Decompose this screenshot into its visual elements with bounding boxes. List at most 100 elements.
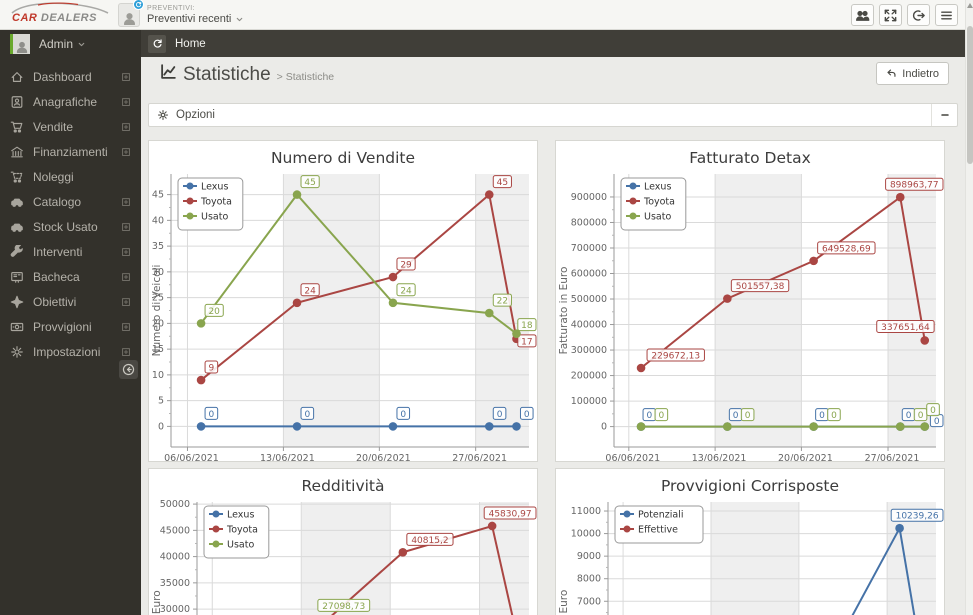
chart-legend[interactable]: Lexus Toyota Usato: [620, 177, 687, 231]
sidebar-item-interventi[interactable]: Interventi: [0, 239, 141, 264]
plus-box-icon: [122, 147, 130, 156]
svg-text:10: 10: [152, 370, 164, 381]
svg-text:0: 0: [209, 410, 215, 420]
svg-text:0: 0: [906, 411, 912, 421]
sidebar-item-impostazioni[interactable]: Impostazioni: [0, 339, 141, 364]
data-point[interactable]: [895, 523, 904, 533]
car-icon: [11, 223, 23, 232]
svg-text:45: 45: [497, 178, 508, 188]
svg-text:Fatturato in Euro: Fatturato in Euro: [558, 267, 570, 355]
svg-text:10000: 10000: [571, 529, 601, 540]
data-point[interactable]: [398, 548, 408, 557]
chart-legend[interactable]: Lexus Toyota Usato: [177, 177, 244, 231]
svg-text:24: 24: [400, 286, 412, 296]
data-point[interactable]: [484, 190, 494, 199]
menu-button[interactable]: [935, 4, 958, 26]
preventivi-avatar[interactable]: [118, 0, 144, 27]
svg-text:Redditività in Euro: Redditività in Euro: [151, 590, 163, 615]
svg-text:0: 0: [733, 411, 739, 421]
data-point[interactable]: [723, 422, 732, 431]
data-point[interactable]: [809, 422, 818, 431]
data-point[interactable]: [920, 422, 930, 431]
options-panel-header[interactable]: Opzioni: [148, 103, 958, 127]
svg-text:0: 0: [400, 410, 406, 420]
data-point[interactable]: [895, 422, 905, 431]
data-point[interactable]: [809, 256, 818, 266]
plus-box-icon: [122, 197, 130, 206]
svg-text:0: 0: [934, 417, 940, 427]
data-point[interactable]: [895, 192, 905, 202]
sidebar-item-noleggi[interactable]: Noleggi: [0, 164, 141, 189]
logout-icon: [912, 9, 925, 21]
data-point[interactable]: [636, 422, 646, 431]
sidebar-item-dashboard[interactable]: Dashboard: [0, 64, 141, 89]
page-scrollbar[interactable]: [965, 0, 973, 615]
svg-text:Lexus: Lexus: [201, 182, 228, 193]
logout-button[interactable]: [907, 4, 930, 26]
sidebar-item-anagrafiche[interactable]: Anagrafiche: [0, 89, 141, 114]
data-point[interactable]: [292, 190, 302, 199]
svg-text:50000: 50000: [160, 499, 190, 510]
svg-text:8000: 8000: [577, 574, 601, 585]
svg-text:27/06/2021: 27/06/2021: [452, 453, 507, 461]
svg-text:0: 0: [601, 422, 607, 433]
chart-canvas: 0 5 10 15 20 25 30 35 40 45 06/06/2021 13/06/2021 20…: [151, 149, 537, 461]
svg-text:0: 0: [497, 410, 503, 420]
data-point[interactable]: [292, 422, 302, 431]
fullscreen-button[interactable]: [879, 4, 902, 26]
svg-text:Lexus: Lexus: [644, 182, 671, 193]
data-point[interactable]: [388, 298, 398, 308]
sidebar-item-provvigioni[interactable]: Provvigioni: [0, 314, 141, 339]
chart-legend[interactable]: Lexus Toyota Usato: [203, 505, 270, 559]
data-point[interactable]: [196, 375, 206, 385]
preventivi-dropdown[interactable]: Preventivi recenti: [147, 14, 244, 25]
svg-text:20/06/2021: 20/06/2021: [356, 453, 411, 461]
app-logo[interactable]: CAR DEALERS: [8, 1, 118, 29]
refresh-button[interactable]: [148, 34, 166, 53]
sidebar-collapse-button[interactable]: [119, 360, 138, 379]
data-point[interactable]: [196, 319, 206, 328]
gear-icon: [157, 109, 169, 121]
svg-text:Effettive: Effettive: [638, 525, 678, 536]
svg-text:45000: 45000: [160, 525, 190, 536]
sidebar-item-label: Provvigioni: [33, 319, 92, 334]
data-point[interactable]: [484, 308, 494, 318]
plus-box-icon: [122, 72, 130, 81]
svg-text:600000: 600000: [571, 269, 607, 280]
breadcrumb-home[interactable]: Home: [175, 37, 206, 50]
data-point[interactable]: [388, 272, 398, 282]
sidebar-item-catalogo[interactable]: Catalogo: [0, 189, 141, 214]
svg-text:700000: 700000: [571, 243, 607, 254]
data-point[interactable]: [512, 329, 521, 338]
svg-text:Fatturato Detax: Fatturato Detax: [689, 149, 811, 167]
data-point[interactable]: [292, 298, 302, 308]
sidebar-item-label: Finanziamenti: [33, 144, 108, 159]
data-point[interactable]: [512, 422, 521, 431]
options-collapse-button[interactable]: [931, 104, 957, 126]
scrollbar-up-arrow-icon[interactable]: [967, 3, 973, 8]
data-point[interactable]: [723, 294, 732, 303]
svg-text:0: 0: [158, 421, 164, 432]
page-title: Statistiche: [183, 64, 271, 85]
data-point[interactable]: [487, 521, 497, 531]
data-point[interactable]: [196, 422, 206, 431]
data-point[interactable]: [388, 422, 398, 431]
users-button[interactable]: [851, 4, 874, 26]
data-point[interactable]: [920, 336, 930, 345]
admin-user-menu[interactable]: Admin: [0, 30, 141, 58]
scrollbar-thumb[interactable]: [967, 26, 973, 164]
data-point[interactable]: [484, 422, 494, 431]
svg-text:Usato: Usato: [201, 212, 228, 223]
sidebar-item-finanziamenti[interactable]: Finanziamenti: [0, 139, 141, 164]
sidebar-item-vendite[interactable]: Vendite: [0, 114, 141, 139]
car-icon: [11, 198, 23, 207]
sidebar-item-obiettivi[interactable]: Obiettivi: [0, 289, 141, 314]
sidebar-item-stock-usato[interactable]: Stock Usato: [0, 214, 141, 239]
svg-text:40815,2: 40815,2: [411, 536, 448, 546]
menu-icon: [941, 11, 952, 19]
data-point[interactable]: [636, 363, 646, 373]
back-button[interactable]: Indietro: [876, 62, 949, 85]
sidebar-item-label: Dashboard: [33, 69, 92, 84]
sidebar-item-bacheca[interactable]: Bacheca: [0, 264, 141, 289]
chart-legend[interactable]: Potenziali Effettive: [614, 505, 704, 544]
